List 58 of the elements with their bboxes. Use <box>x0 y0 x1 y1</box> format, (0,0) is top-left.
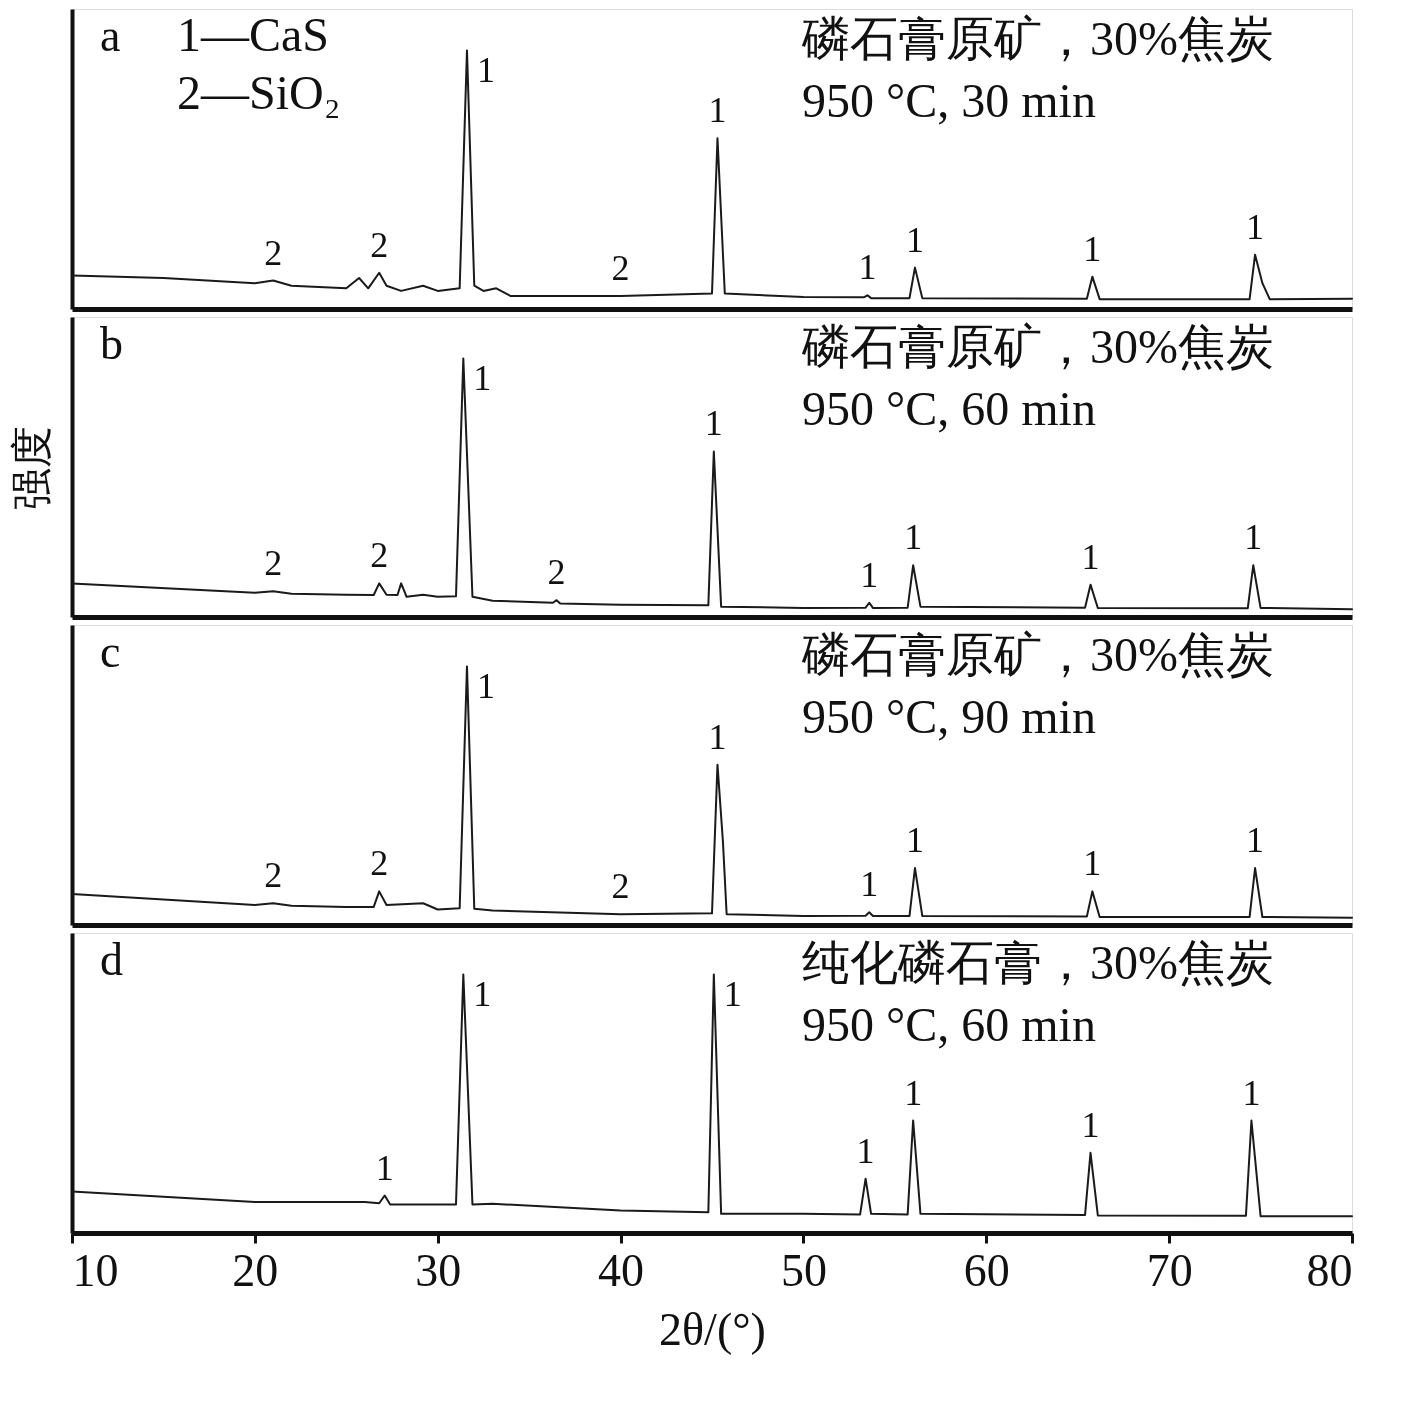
y-axis-title: 强度 <box>6 425 56 510</box>
annotation: 2 <box>370 843 389 884</box>
chart-title: a <box>100 10 121 61</box>
x-tick-label: 60 <box>963 1244 1010 1296</box>
annotation: 1 <box>708 716 727 757</box>
annotation: 1 <box>1244 517 1263 558</box>
x-axis-title: 2θ/(°) <box>659 1303 766 1355</box>
annotation: 2 <box>264 543 283 584</box>
annotation: 纯化磷石膏，30%焦炭 <box>802 936 1274 989</box>
annotation: 1 <box>1083 843 1102 884</box>
annotation: 1 <box>473 974 492 1015</box>
annotation: 2 <box>370 224 389 265</box>
annotation: 1 <box>375 1147 394 1188</box>
x-tick-label: 50 <box>780 1244 827 1296</box>
chart-title: c <box>100 626 121 677</box>
annotation: 1 <box>1083 228 1102 269</box>
annotation: 1 <box>858 247 877 288</box>
chart-title: d <box>100 934 123 985</box>
annotation: 1 <box>473 358 492 399</box>
annotation: 1—CaS <box>177 8 330 61</box>
x-tick-label: 70 <box>1146 1244 1193 1296</box>
annotation: 1 <box>704 403 723 444</box>
annotation: 2 <box>547 552 566 593</box>
x-tick-label: 80 <box>1306 1244 1353 1296</box>
annotation: 1 <box>904 1072 923 1113</box>
x-tick-label: 20 <box>232 1244 279 1296</box>
annotation: 2 <box>264 855 283 896</box>
annotation: 磷石膏原矿，30%焦炭 <box>801 628 1274 681</box>
annotation: 1 <box>1242 1072 1261 1113</box>
x-tick-label: 40 <box>598 1244 645 1296</box>
annotation: 2 <box>611 248 630 289</box>
annotation: 1 <box>904 517 923 558</box>
annotation: 1 <box>708 90 727 131</box>
annotation: 磷石膏原矿，30%焦炭 <box>801 320 1274 373</box>
annotation: 1 <box>905 219 924 260</box>
annotation: 950 °C, 90 min <box>802 690 1096 743</box>
annotation: 1 <box>1081 1104 1100 1145</box>
annotation: 950 °C, 30 min <box>802 74 1096 127</box>
annotation: 2 <box>370 535 389 576</box>
annotation: 2 <box>611 866 630 907</box>
annotation: 2—SiO₂ <box>177 66 341 119</box>
annotation: 950 °C, 60 min <box>802 382 1096 435</box>
annotation: 1 <box>860 864 879 905</box>
annotation: 1 <box>723 974 742 1015</box>
chart-title: b <box>100 318 123 369</box>
x-tick-label: 10 <box>72 1244 119 1296</box>
annotation: 1 <box>476 50 495 91</box>
x-tick-label: 30 <box>415 1244 462 1296</box>
annotation: 1 <box>905 820 924 861</box>
annotation: 1 <box>1081 536 1100 577</box>
annotation: 1 <box>860 554 879 595</box>
annotation: 2 <box>264 232 283 273</box>
annotation: 1 <box>1246 206 1265 247</box>
annotation: 1 <box>856 1130 875 1171</box>
annotation: 1 <box>476 666 495 707</box>
annotation: 1 <box>1246 820 1265 861</box>
annotation: 磷石膏原矿，30%焦炭 <box>801 12 1274 65</box>
annotation: 950 °C, 60 min <box>802 998 1096 1051</box>
